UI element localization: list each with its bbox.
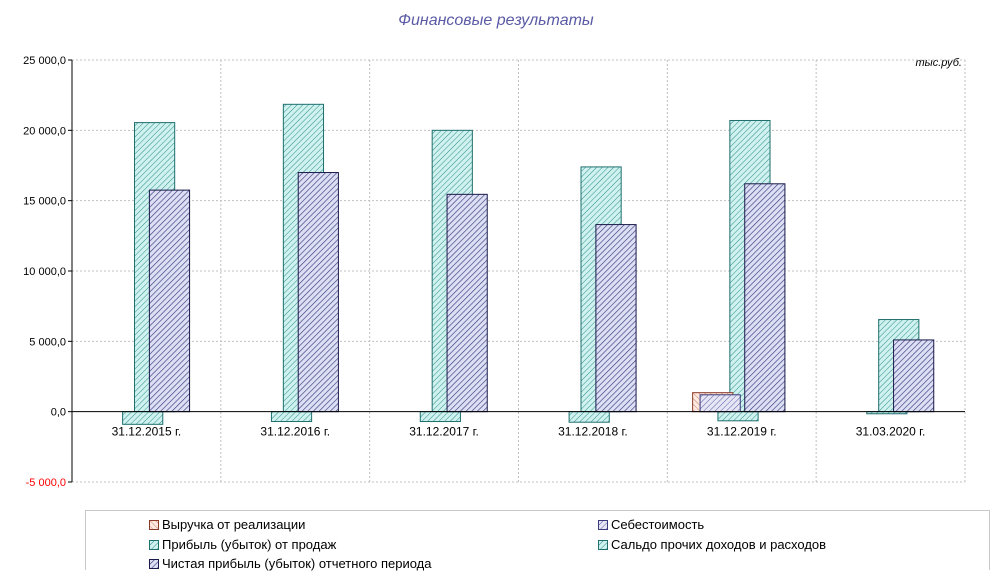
axes: -5 000,0 0,0 5 000,0 10 000,0 15 000,0 20 000…	[23, 55, 965, 489]
y-tick-label: 25 000,0	[23, 55, 66, 67]
legend-swatch	[598, 539, 608, 550]
bar-net-profit	[297, 172, 339, 413]
bar-other-balance	[568, 411, 610, 423]
y-tick-label: 20 000,0	[23, 125, 66, 137]
legend-label: Выручка от реализации	[162, 517, 306, 532]
legend-swatch	[598, 519, 608, 530]
y-tick-label: 10 000,0	[23, 266, 66, 278]
category-label: 31.12.2017 г.	[409, 425, 479, 439]
chart-title: Финансовые результаты	[398, 12, 594, 29]
legend-label: Себестоимость	[611, 517, 705, 532]
category-label: 31.12.2016 г.	[260, 425, 330, 439]
legend-label: Прибыль (убыток) от продаж	[162, 537, 337, 552]
y-tick-label: 5 000,0	[29, 336, 66, 348]
unit-label: тыс.руб.	[915, 57, 962, 69]
legend-item: Выручка от реализации	[149, 517, 305, 532]
bar-other-balance	[122, 411, 164, 425]
bar-net-profit	[744, 183, 786, 413]
legend-label: Чистая прибыль (убыток) отчетного период…	[162, 556, 432, 571]
bar-cost	[699, 394, 741, 413]
legend-swatch	[149, 519, 159, 530]
category-label: 31.12.2019 г.	[707, 425, 777, 439]
legend-swatch	[149, 558, 159, 569]
bars	[122, 103, 935, 425]
legend-swatch	[149, 539, 159, 550]
category-label: 31.12.2018 г.	[558, 425, 628, 439]
y-tick-label: -5 000,0	[26, 477, 66, 489]
legend: Выручка от реализации Себестоимость Прибыл…	[85, 510, 990, 571]
bar-other-balance	[419, 411, 461, 423]
bar-net-profit	[893, 339, 935, 413]
legend-item: Чистая прибыль (убыток) отчетного период…	[149, 556, 432, 571]
category-label: 31.03.2020 г.	[856, 425, 926, 439]
legend-item: Сальдо прочих доходов и расходов	[598, 537, 826, 552]
legend-label: Сальдо прочих доходов и расходов	[611, 537, 827, 552]
y-tick-label: 15 000,0	[23, 196, 66, 208]
chart-canvas: тыс.руб. -5 000,0 0,0 5 000,0 10 000,0 15 00…	[23, 55, 966, 489]
y-tick-label: 0,0	[51, 407, 66, 419]
bar-other-balance	[270, 411, 313, 423]
grid-lines	[72, 59, 966, 483]
legend-item: Себестоимость	[598, 517, 704, 532]
bar-net-profit	[446, 193, 488, 413]
legend-item: Прибыль (убыток) от продаж	[149, 537, 336, 552]
bar-net-profit	[595, 224, 637, 413]
category-label: 31.12.2015 г.	[112, 425, 182, 439]
bar-other-balance	[717, 411, 759, 422]
bar-net-profit	[148, 189, 191, 413]
